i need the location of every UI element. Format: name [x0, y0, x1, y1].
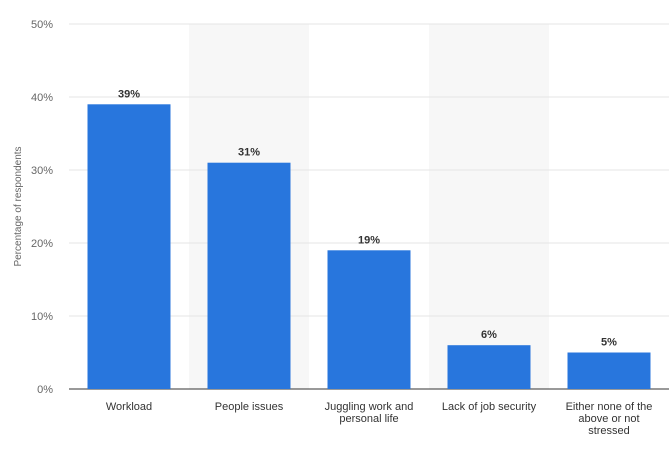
category-label-2: People issues	[215, 401, 284, 413]
category-label-line: personal life	[339, 413, 398, 425]
y-tick-label-0%: 0%	[37, 384, 53, 396]
category-label-3: Juggling work and personal life	[325, 401, 414, 425]
bar-juggling-work-and-personal-life	[327, 250, 411, 389]
data-label-3: 19%	[358, 234, 380, 246]
category-label-4: Lack of job security	[442, 401, 537, 413]
bar-either-none-of-the-above-or-not-stressed	[567, 352, 651, 389]
category-label-line: Either none of the	[566, 401, 653, 413]
category-label-line: stressed	[588, 425, 630, 437]
bars	[87, 104, 651, 390]
x-axis-categories: Workload People issues Juggling work and pe…	[106, 401, 653, 437]
y-axis-label: Percentage of respondents	[13, 146, 24, 266]
y-axis-ticks: 0% 10% 20% 30% 40% 50%	[31, 19, 53, 396]
category-label-line: above or not	[578, 413, 639, 425]
data-label-5: 5%	[601, 337, 617, 349]
category-label-line: People issues	[215, 401, 284, 413]
data-label-4: 6%	[481, 329, 497, 341]
y-tick-label-30%: 30%	[31, 165, 53, 177]
data-labels: 39% 31% 19% 6% 5%	[118, 88, 617, 348]
data-label-1: 39%	[118, 88, 140, 100]
category-label-line: Workload	[106, 401, 152, 413]
bar-workload	[87, 104, 171, 390]
bar-lack-of-job-security	[447, 345, 531, 389]
category-label-line: Juggling work and	[325, 401, 414, 413]
y-tick-label-20%: 20%	[31, 238, 53, 250]
band-4	[429, 24, 549, 389]
bar-people-issues	[207, 162, 291, 389]
category-label-1: Workload	[106, 401, 152, 413]
data-label-2: 31%	[238, 147, 260, 159]
category-label-line: Lack of job security	[442, 401, 537, 413]
y-tick-label-10%: 10%	[31, 311, 53, 323]
category-label-5: Either none of the above or not stressed	[566, 401, 653, 437]
y-tick-label-40%: 40%	[31, 92, 53, 104]
y-tick-label-50%: 50%	[31, 19, 53, 31]
